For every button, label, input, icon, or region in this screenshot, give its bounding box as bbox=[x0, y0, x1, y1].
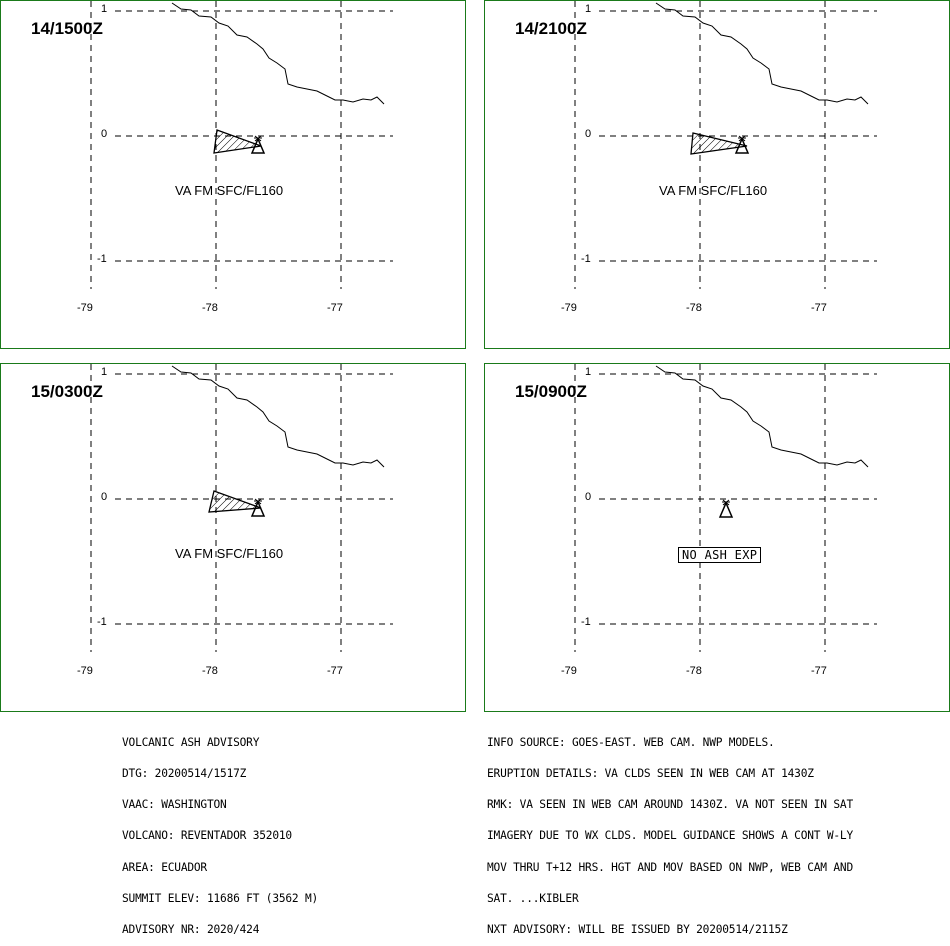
lat-tick-label: 0 bbox=[101, 491, 108, 503]
advisory-details: INFO SOURCE: GOES-EAST. WEB CAM. NWP MOD… bbox=[487, 717, 853, 946]
lat-tick-label: 1 bbox=[585, 366, 592, 378]
ash-cloud-label: VA FM SFC/FL160 bbox=[659, 183, 768, 198]
lat-tick-label: 1 bbox=[101, 366, 108, 378]
advisory-line: SUMMIT ELEV: 11686 FT (3562 M) bbox=[122, 891, 319, 905]
lat-tick-label: -1 bbox=[581, 616, 591, 628]
lon-tick-label: -79 bbox=[77, 302, 93, 314]
lon-tick-label: -79 bbox=[77, 665, 93, 677]
volcano-icon bbox=[250, 498, 266, 517]
lon-tick-label: -78 bbox=[202, 665, 218, 677]
valid-time-title: 14/2100Z bbox=[515, 19, 587, 38]
advisory-line: MOV THRU T+12 HRS. HGT AND MOV BASED ON … bbox=[487, 860, 853, 874]
lat-tick-label: 1 bbox=[585, 3, 592, 15]
volcano-icon bbox=[250, 135, 266, 154]
advisory-line: ERUPTION DETAILS: VA CLDS SEEN IN WEB CA… bbox=[487, 767, 814, 781]
advisory-line: DTG: 20200514/1517Z bbox=[122, 767, 247, 781]
advisory-line: VAAC: WASHINGTON bbox=[122, 798, 227, 812]
lat-tick-label: -1 bbox=[97, 253, 107, 265]
advisory-line: VOLCANIC ASH ADVISORY bbox=[122, 735, 260, 749]
map-svg bbox=[574, 1, 877, 289]
lon-tick-label: -77 bbox=[811, 665, 827, 677]
forecast-panel-t0: 14/1500Z 1 0 -1 -79 -78 -77 VA FM SFC/FL160 bbox=[0, 0, 466, 349]
advisory-summary: VOLCANIC ASH ADVISORY DTG: 20200514/1517… bbox=[122, 717, 318, 946]
map-svg bbox=[574, 364, 877, 652]
lon-tick-label: -78 bbox=[686, 665, 702, 677]
lon-tick-label: -77 bbox=[811, 302, 827, 314]
valid-time-title: 14/1500Z bbox=[31, 19, 103, 38]
forecast-panel-t12: 15/0300Z 1 0 -1 -79 -78 -77 VA FM SFC/FL160 bbox=[0, 363, 466, 712]
forecast-panel-t6: 14/2100Z 1 0 -1 -79 -78 -77 VA FM SFC/FL160 bbox=[484, 0, 950, 349]
advisory-line: INFO SOURCE: GOES-EAST. WEB CAM. NWP MOD… bbox=[487, 735, 775, 749]
map-svg bbox=[90, 1, 393, 289]
ash-cloud-polygon bbox=[690, 132, 748, 155]
ash-cloud-label: VA FM SFC/FL160 bbox=[175, 183, 284, 198]
border-line bbox=[171, 2, 385, 105]
border-line bbox=[171, 365, 385, 468]
lat-tick-label: 0 bbox=[101, 128, 108, 140]
advisory-line: AREA: ECUADOR bbox=[122, 860, 207, 874]
advisory-line: VOLCANO: REVENTADOR 352010 bbox=[122, 829, 292, 843]
forecast-panel-t18: 15/0900Z 1 0 -1 -79 -78 -77 NO ASH EXP bbox=[484, 363, 950, 712]
advisory-line: NXT ADVISORY: WILL BE ISSUED BY 20200514… bbox=[487, 923, 788, 937]
advisory-line: ADVISORY NR: 2020/424 bbox=[122, 923, 260, 937]
border-line bbox=[655, 2, 869, 105]
ash-cloud-polygon bbox=[208, 490, 262, 513]
lon-tick-label: -78 bbox=[686, 302, 702, 314]
lat-tick-label: 0 bbox=[585, 128, 592, 140]
lon-tick-label: -78 bbox=[202, 302, 218, 314]
lat-tick-label: -1 bbox=[581, 253, 591, 265]
lon-tick-label: -79 bbox=[561, 665, 577, 677]
lon-tick-label: -77 bbox=[327, 665, 343, 677]
map-svg bbox=[90, 364, 393, 652]
valid-time-title: 15/0300Z bbox=[31, 382, 103, 401]
lat-tick-label: -1 bbox=[97, 616, 107, 628]
lat-tick-label: 0 bbox=[585, 491, 592, 503]
lon-tick-label: -77 bbox=[327, 302, 343, 314]
border-line bbox=[655, 365, 869, 468]
ash-cloud-polygon bbox=[213, 129, 262, 154]
lat-tick-label: 1 bbox=[101, 3, 108, 15]
lon-tick-label: -79 bbox=[561, 302, 577, 314]
valid-time-title: 15/0900Z bbox=[515, 382, 587, 401]
advisory-line: IMAGERY DUE TO WX CLDS. MODEL GUIDANCE S… bbox=[487, 829, 853, 843]
advisory-line: RMK: VA SEEN IN WEB CAM AROUND 1430Z. VA… bbox=[487, 798, 853, 812]
volcano-icon bbox=[718, 499, 734, 518]
volcano-icon bbox=[734, 135, 750, 154]
no-ash-label: NO ASH EXP bbox=[678, 547, 762, 563]
ash-cloud-label: VA FM SFC/FL160 bbox=[175, 546, 284, 561]
advisory-line: SAT. ...KIBLER bbox=[487, 891, 579, 905]
